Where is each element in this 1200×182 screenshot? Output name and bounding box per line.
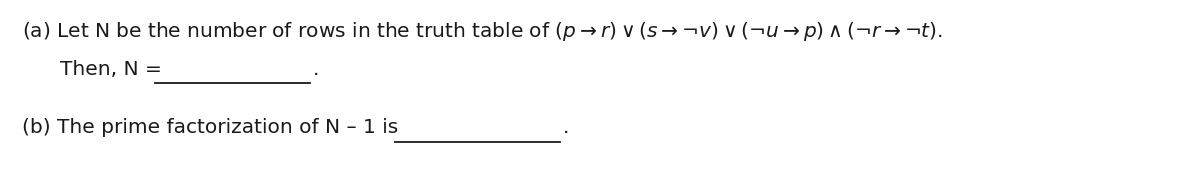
Text: .: . [313, 60, 319, 79]
Text: (b) The prime factorization of N – 1 is: (b) The prime factorization of N – 1 is [22, 118, 398, 137]
Text: Then, N =: Then, N = [60, 60, 162, 79]
Text: .: . [563, 118, 569, 137]
Text: (a) Let N be the number of rows in the truth table of $(p \rightarrow r) \vee (s: (a) Let N be the number of rows in the t… [22, 20, 943, 43]
